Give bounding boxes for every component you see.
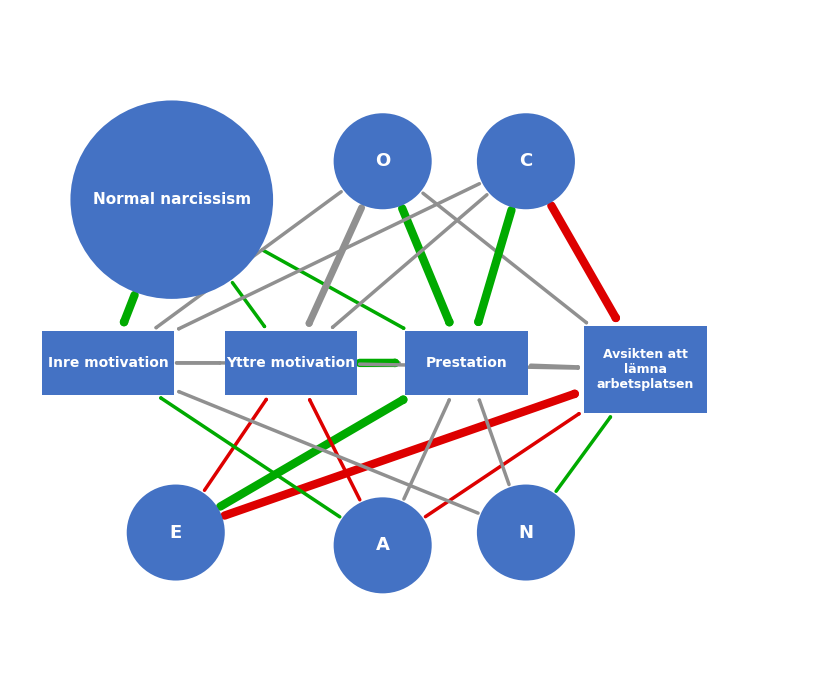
FancyArrowPatch shape <box>205 400 266 490</box>
FancyArrowPatch shape <box>309 208 361 323</box>
FancyArrowPatch shape <box>402 208 449 322</box>
FancyArrowPatch shape <box>161 398 339 517</box>
FancyArrowPatch shape <box>425 414 578 517</box>
Text: N: N <box>518 524 532 541</box>
FancyArrowPatch shape <box>478 210 511 322</box>
FancyArrowPatch shape <box>479 400 508 484</box>
Text: O: O <box>374 153 390 170</box>
Text: Prestation: Prestation <box>425 356 507 370</box>
Ellipse shape <box>476 485 575 580</box>
FancyArrowPatch shape <box>123 295 134 322</box>
FancyArrowPatch shape <box>179 184 479 329</box>
Text: Yttre motivation: Yttre motivation <box>226 356 355 370</box>
FancyArrowPatch shape <box>220 400 403 507</box>
Text: Avsikten att
lämna
arbetsplatsen: Avsikten att lämna arbetsplatsen <box>596 348 693 391</box>
Ellipse shape <box>333 497 431 593</box>
FancyArrowPatch shape <box>403 400 449 499</box>
Text: Normal narcissism: Normal narcissism <box>93 192 251 207</box>
FancyArrowPatch shape <box>551 206 615 318</box>
FancyBboxPatch shape <box>225 331 356 395</box>
FancyArrowPatch shape <box>262 250 403 328</box>
FancyArrowPatch shape <box>232 283 264 326</box>
FancyArrowPatch shape <box>530 365 577 367</box>
FancyArrowPatch shape <box>224 394 574 516</box>
Text: E: E <box>170 524 181 541</box>
Text: A: A <box>375 537 389 554</box>
FancyBboxPatch shape <box>583 326 706 413</box>
Ellipse shape <box>70 101 272 299</box>
FancyArrowPatch shape <box>156 192 341 328</box>
FancyBboxPatch shape <box>42 331 174 395</box>
Ellipse shape <box>127 485 224 580</box>
FancyBboxPatch shape <box>404 331 527 395</box>
Text: C: C <box>518 153 532 170</box>
FancyArrowPatch shape <box>359 364 577 368</box>
FancyArrowPatch shape <box>422 193 585 323</box>
FancyArrowPatch shape <box>310 400 359 500</box>
Text: Inre motivation: Inre motivation <box>48 356 168 370</box>
FancyArrowPatch shape <box>556 417 609 491</box>
Ellipse shape <box>476 113 575 209</box>
FancyArrowPatch shape <box>179 392 478 513</box>
Ellipse shape <box>333 113 431 209</box>
FancyArrowPatch shape <box>332 195 486 328</box>
